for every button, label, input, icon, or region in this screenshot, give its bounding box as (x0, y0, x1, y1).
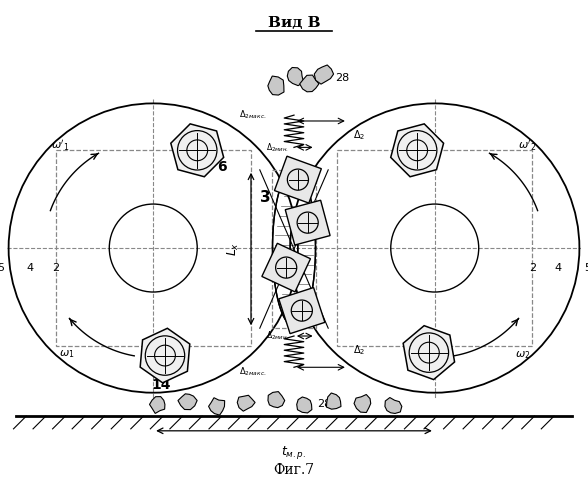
Text: $L_x$: $L_x$ (226, 242, 241, 256)
Polygon shape (385, 398, 402, 413)
Text: 5: 5 (584, 262, 588, 272)
Polygon shape (390, 124, 443, 176)
Polygon shape (297, 397, 312, 413)
Text: 5: 5 (0, 262, 4, 272)
Text: $\Delta_2$: $\Delta_2$ (353, 128, 365, 141)
Polygon shape (238, 396, 255, 411)
Polygon shape (268, 76, 284, 95)
Polygon shape (268, 392, 285, 407)
Text: $\Delta_{2макс.}$: $\Delta_{2макс.}$ (239, 366, 266, 378)
Polygon shape (326, 393, 341, 409)
Text: $\omega_1$: $\omega_1$ (59, 348, 75, 360)
Text: 28: 28 (335, 73, 349, 83)
Bar (272, 170, 316, 328)
Polygon shape (300, 75, 319, 92)
Text: Фиг.7: Фиг.7 (273, 463, 315, 477)
Text: $\Delta_{2макс.}$: $\Delta_{2макс.}$ (239, 109, 266, 122)
Polygon shape (314, 65, 333, 84)
Text: $\omega'_1$: $\omega'_1$ (51, 138, 70, 153)
Text: 2: 2 (52, 262, 59, 272)
Polygon shape (275, 156, 322, 203)
Text: 4: 4 (26, 262, 34, 272)
Text: $\Delta_{2мин.}$: $\Delta_{2мин.}$ (266, 330, 289, 342)
Text: 2: 2 (529, 262, 536, 272)
Polygon shape (178, 394, 197, 409)
Text: $\omega'_2$: $\omega'_2$ (519, 138, 537, 153)
Polygon shape (209, 398, 225, 415)
Polygon shape (262, 244, 310, 292)
Text: Вид В: Вид В (268, 16, 320, 30)
Polygon shape (149, 396, 165, 413)
Text: $\Delta_2$: $\Delta_2$ (353, 343, 365, 356)
Polygon shape (285, 200, 330, 245)
Polygon shape (354, 394, 371, 412)
Text: $\omega_2$: $\omega_2$ (515, 350, 530, 362)
Bar (55, 150, 251, 346)
Polygon shape (171, 124, 223, 176)
Polygon shape (279, 288, 325, 334)
Text: 28: 28 (318, 400, 332, 409)
Text: 4: 4 (554, 262, 562, 272)
Text: $\Delta_{2мин.}$: $\Delta_{2мин.}$ (266, 141, 289, 154)
Text: $t_{м.р.}$: $t_{м.р.}$ (282, 444, 306, 460)
Polygon shape (288, 68, 303, 86)
Text: 3: 3 (260, 190, 271, 204)
Polygon shape (140, 328, 190, 383)
Text: 14: 14 (151, 378, 171, 392)
Bar (337, 150, 533, 346)
Polygon shape (403, 326, 455, 380)
Text: 6: 6 (217, 160, 226, 174)
